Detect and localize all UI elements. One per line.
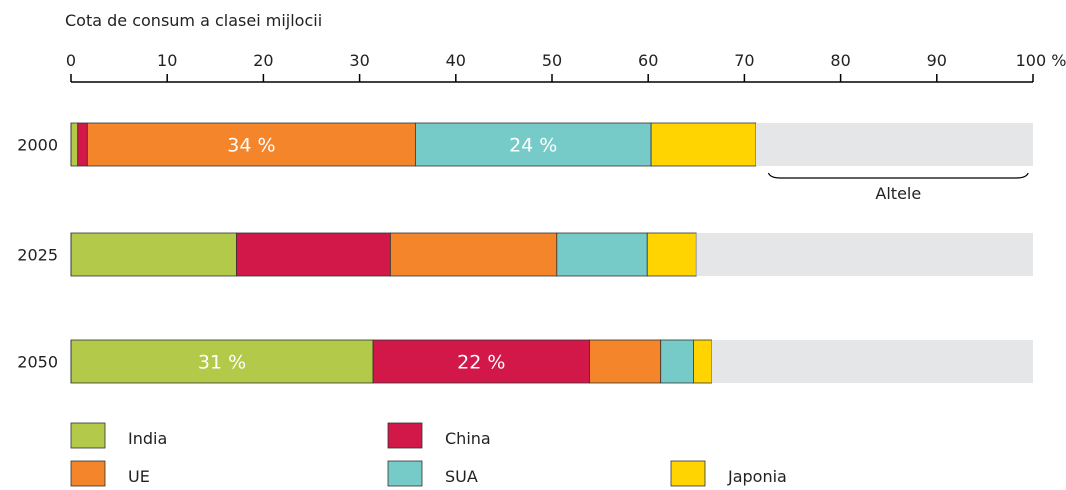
- x-tick-label: 20: [253, 51, 273, 70]
- category-label: 2050: [17, 353, 58, 372]
- legend-label: SUA: [445, 467, 478, 486]
- bar-segment-japonia-2050: [693, 339, 713, 384]
- annotation: Altele: [767, 172, 1029, 203]
- data-label: 31 %: [198, 352, 246, 374]
- legend-swatch-japonia: [670, 460, 706, 487]
- bar-segment-altele-2050: [711, 340, 1033, 383]
- legend-swatch-ue: [70, 460, 106, 487]
- bar-segment-india-2025: [70, 232, 237, 277]
- bar-segment-japonia-2025: [646, 232, 697, 277]
- bar-segment-ue-2000: [86, 122, 416, 167]
- chart-title: Cota de consum a clasei mijlocii: [65, 11, 322, 30]
- data-label: 22 %: [457, 352, 505, 374]
- annotation-bracket: [767, 172, 1029, 179]
- bar-segment-sua-2025: [556, 232, 648, 277]
- x-tick-label: 80: [830, 51, 850, 70]
- bar-segment-india-2050: [70, 339, 374, 384]
- x-tick-label: 60: [638, 51, 658, 70]
- x-tick-label: 30: [349, 51, 369, 70]
- x-tick-label: 70: [734, 51, 754, 70]
- x-tick-label: 100 %: [1016, 51, 1066, 70]
- legend-swatch-india: [70, 422, 106, 449]
- x-tick-label: 40: [446, 51, 466, 70]
- legend-label: China: [445, 429, 491, 448]
- bar-segment-india-2000: [70, 122, 79, 167]
- bars: 2000 34 % 24 % 2025 2050 31 % 22 %: [17, 122, 1033, 384]
- legend: India China UE SUA Japonia: [70, 422, 787, 487]
- data-label: 24 %: [509, 135, 557, 157]
- bar-segment-altele-2025: [696, 233, 1033, 276]
- data-label: 34 %: [227, 135, 275, 157]
- x-axis: 0 10 20 30 40 50 60 70 80 90 100 %: [66, 51, 1066, 83]
- bar-segment-china-2000: [77, 122, 88, 167]
- legend-swatch-china: [387, 422, 423, 449]
- category-label: 2000: [17, 136, 58, 155]
- x-tick-label: 90: [927, 51, 947, 70]
- bar-segment-japonia-2000: [650, 122, 757, 167]
- x-tick-label: 50: [542, 51, 562, 70]
- bar-segment-ue-2025: [389, 232, 558, 277]
- bar-segment-sua-2000: [414, 122, 652, 167]
- legend-swatch-sua: [387, 460, 423, 487]
- bar-segment-sua-2050: [660, 339, 694, 384]
- x-tick-label: 10: [157, 51, 177, 70]
- bar-segment-altele-2000: [755, 123, 1033, 166]
- legend-label: UE: [128, 467, 150, 486]
- bar-segment-china-2025: [236, 232, 391, 277]
- legend-label: India: [128, 429, 167, 448]
- category-label: 2025: [17, 246, 58, 265]
- x-tick-label: 0: [66, 51, 76, 70]
- legend-label: Japonia: [727, 467, 787, 486]
- bar-segment-ue-2050: [589, 339, 662, 384]
- annotation-label: Altele: [875, 184, 921, 203]
